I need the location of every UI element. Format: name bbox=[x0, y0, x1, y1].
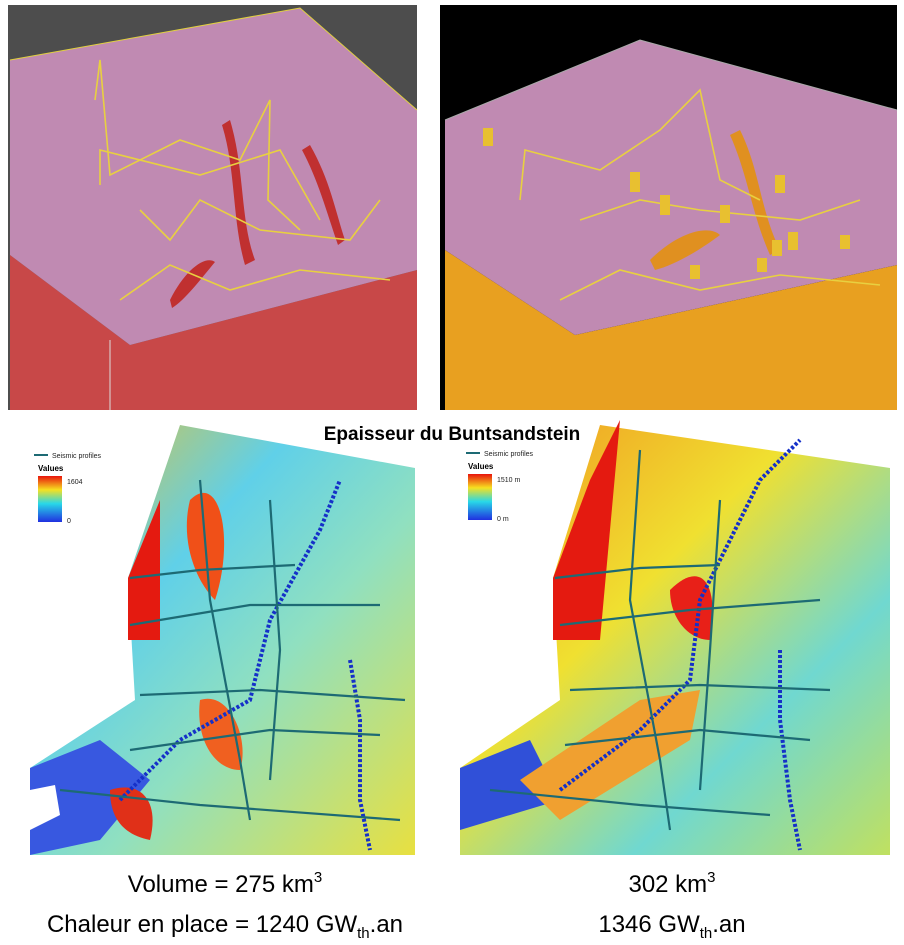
model-view-left bbox=[8, 5, 418, 410]
legend-title: Values bbox=[38, 464, 64, 473]
legend-min: 0 bbox=[67, 518, 71, 525]
legend-left: Seismic profiles Values 1604 0 bbox=[34, 453, 102, 525]
thickness-map-right bbox=[460, 420, 890, 855]
volume-caption: Volume = 275 km3 bbox=[128, 869, 322, 898]
heat-sub: th bbox=[357, 925, 370, 942]
heat-text: 1346 GW bbox=[598, 911, 700, 938]
volume-text: Volume = 275 km bbox=[128, 871, 314, 898]
legend-max: 1510 m bbox=[497, 477, 521, 484]
legend-title: Values bbox=[468, 462, 494, 471]
legend-max: 1604 bbox=[67, 479, 83, 486]
model-view-right bbox=[440, 5, 898, 410]
heat-suffix: .an bbox=[712, 911, 745, 938]
legend-min: 0 m bbox=[497, 516, 509, 523]
heat-caption: 1346 GWth.an bbox=[598, 911, 745, 942]
volume-text: 302 km bbox=[628, 871, 707, 898]
figure-title: Epaisseur du Buntsandstein bbox=[324, 424, 581, 445]
volume-sup: 3 bbox=[707, 869, 715, 886]
volume-caption: 302 km3 bbox=[628, 869, 715, 898]
heat-caption: Chaleur en place = 1240 GWth.an bbox=[47, 911, 403, 942]
heat-suffix: .an bbox=[370, 911, 403, 938]
legend-line: Seismic profiles bbox=[484, 451, 534, 458]
legend-line: Seismic profiles bbox=[52, 453, 102, 460]
heat-sub: th bbox=[700, 925, 713, 942]
thickness-map-left bbox=[30, 425, 415, 855]
volume-sup: 3 bbox=[314, 869, 322, 886]
heat-text: Chaleur en place = 1240 GW bbox=[47, 911, 358, 938]
legend-right: Seismic profiles Values 1510 m 0 m bbox=[466, 451, 534, 523]
